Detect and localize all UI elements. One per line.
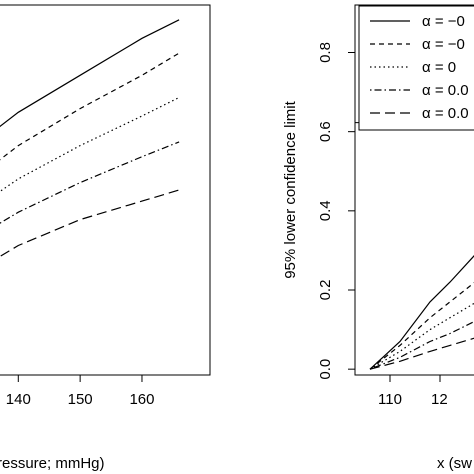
left-panel: 140 150 160 ressure; mmHg) — [0, 4, 211, 472]
legend-box — [358, 5, 474, 131]
left-x-axis: 140 150 160 — [6, 375, 154, 408]
right-y-axis-label: 95% lower confidence limit — [282, 100, 299, 278]
left-series-line-2 — [0, 52, 180, 161]
right-series-line-2 — [369, 282, 474, 370]
left-series-line-4 — [0, 141, 180, 224]
left-x-tick-label-3: 160 — [129, 391, 154, 408]
right-y-axis: 0.0 0.2 0.4 0.6 0.8 — [317, 42, 355, 380]
left-series-line-1 — [0, 19, 180, 128]
right-y-tick-label-2: 0.2 — [317, 280, 334, 301]
legend-label-1: α = −0 — [422, 13, 465, 30]
right-legend: α = −0 α = −0 α = 0 α = 0.0 α = 0.0 — [358, 5, 474, 131]
legend-label-3: α = 0 — [422, 59, 456, 76]
right-x-axis: 110 12 — [378, 375, 448, 408]
right-y-tick-label-3: 0.4 — [317, 200, 334, 221]
left-x-tick-label-1: 140 — [6, 391, 31, 408]
left-plot-frame — [0, 4, 211, 376]
right-y-tick-label-4: 0.6 — [317, 121, 334, 142]
right-series-line-5 — [369, 337, 474, 370]
legend-label-4: α = 0.0 — [422, 82, 469, 99]
right-series-line-1 — [369, 255, 474, 370]
right-x-tick-label-1: 110 — [378, 391, 402, 408]
left-series-line-5 — [0, 189, 180, 258]
left-series-line-3 — [0, 96, 180, 193]
right-y-tick-label-5: 0.8 — [317, 42, 334, 63]
left-x-axis-label: ressure; mmHg) — [0, 455, 105, 472]
left-series-group — [0, 19, 180, 258]
right-series-line-3 — [369, 302, 474, 370]
legend-label-2: α = −0 — [422, 36, 465, 53]
right-y-tick-label-1: 0.0 — [317, 359, 334, 380]
right-panel: 0.0 0.2 0.4 0.6 0.8 110 12 95% lower confiden… — [282, 4, 474, 472]
legend-label-5: α = 0.0 — [422, 105, 469, 122]
right-series-group — [369, 255, 474, 370]
left-x-tick-label-2: 150 — [68, 391, 93, 408]
right-x-tick-label-2: 12 — [431, 391, 448, 408]
right-x-axis-label: x (sw — [437, 455, 472, 472]
right-plot-frame — [354, 4, 474, 376]
right-series-line-4 — [369, 321, 474, 370]
